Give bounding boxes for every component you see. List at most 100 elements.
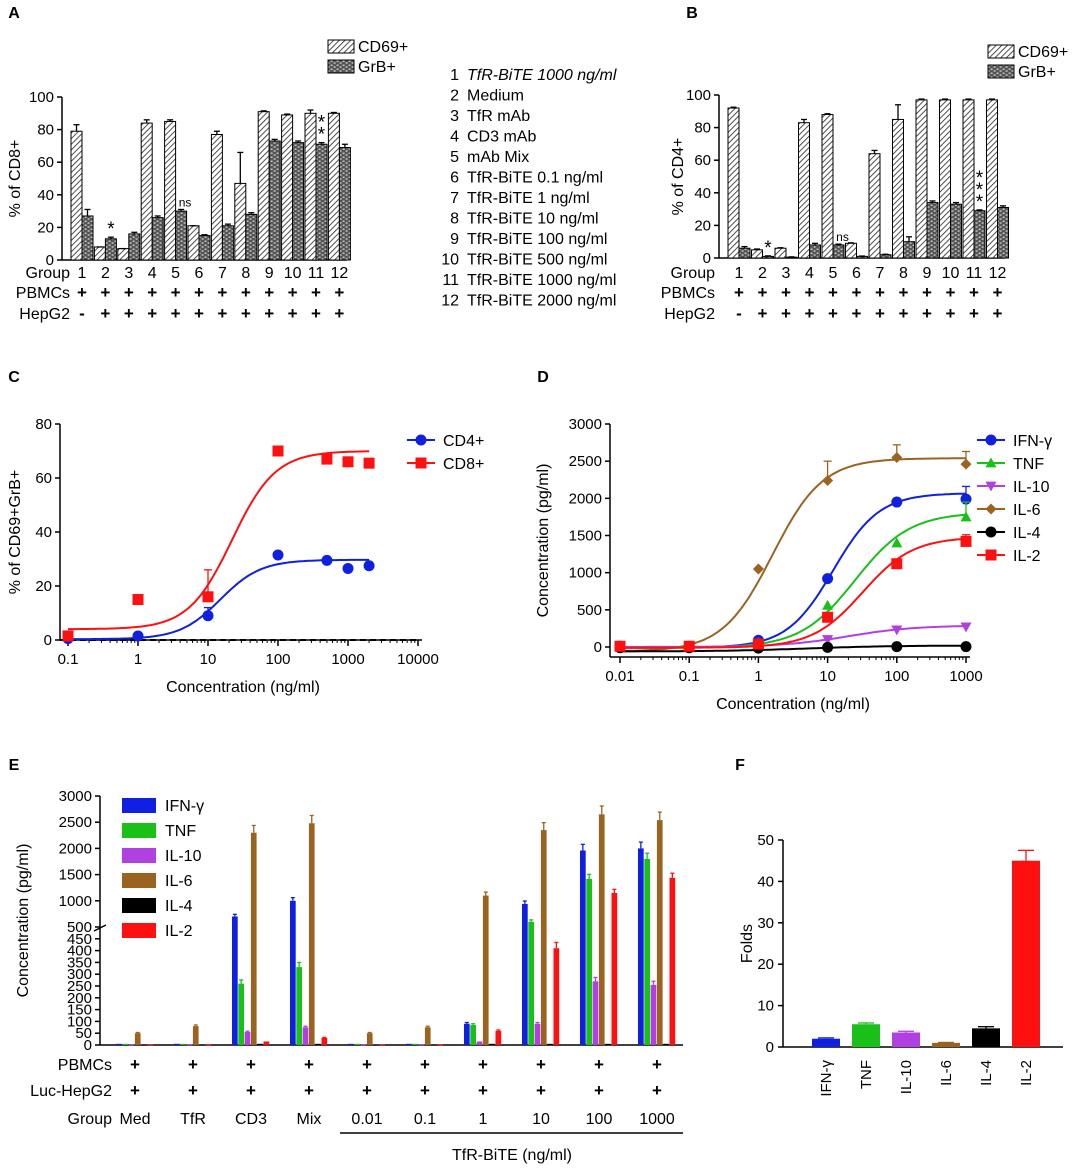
panel-label-C: C [8,369,20,386]
annotation-ns: ns [179,195,192,209]
bar-IFN-γ-0.1 [406,1043,412,1045]
y-tick-label: 40 [35,524,52,541]
group-number: 4 [148,265,157,282]
group-number: 10 [942,265,960,282]
row-label-pbmcs: PBMCs [16,285,70,302]
luc-hepg2-sign: + [130,1081,140,1100]
hepg2-sign: + [124,304,134,323]
pbmcs-sign: + [899,283,909,302]
group-key-number: 11 [442,272,459,289]
data-point-IL-6 [752,563,764,575]
pbmcs-sign: + [652,1055,662,1074]
bar-CD69-group-5 [821,114,834,259]
bar-GrB-group-1 [81,215,94,261]
row-label-group: Group [671,265,716,282]
hepg2-sign: + [311,304,321,323]
hepg2-sign: + [217,304,227,323]
legend-swatch-IL-10 [122,848,156,863]
group-key-number: 1 [450,67,459,84]
x-tick-label: 100 [265,651,290,668]
bar-IL-10-Med [128,1044,135,1046]
annotation-star: * [764,238,772,259]
pbmcs-sign: + [246,1055,256,1074]
y-tick-label: 80 [37,122,54,139]
pbmcs-sign: + [171,283,181,302]
hepg2-sign: + [758,304,768,323]
luc-hepg2-sign: + [362,1081,372,1100]
hepg2-sign: + [969,304,979,323]
pbmcs-sign: + [288,283,298,302]
data-point-IL-2 [822,611,834,623]
bar-IFN-γ-100 [580,850,586,1045]
luc-hepg2-sign: + [246,1081,256,1100]
bar-IL-10-1000 [650,984,657,1045]
annotation-star: * [976,168,984,189]
legend-label-IL-2: IL-2 [165,923,193,940]
group-number: 6 [852,265,861,282]
legend-label-IL-10: IL-10 [1013,479,1050,496]
y-tick-label: 40 [37,187,54,204]
bar-IL-10-0.1 [418,1044,425,1046]
legend-label-IFN-γ: IFN-γ [165,798,204,815]
group-key-label: TfR mAb [467,108,530,125]
pbmcs-sign: + [805,283,815,302]
y-axis-label: % of CD4+ [670,138,687,216]
legend-swatch-GrB [987,64,1015,79]
x-tick-label: 1000 [331,651,364,668]
hepg2-sign: - [79,304,85,323]
pbmcs-sign: + [875,283,885,302]
group-label: 10 [532,1111,550,1128]
group-label: Mix [297,1111,322,1128]
pbmcs-sign: + [758,283,768,302]
pbmcs-sign: + [100,283,110,302]
hepg2-sign: + [241,304,251,323]
legend-label-IL-6: IL-6 [1013,502,1041,519]
bar-GrB-group-10 [950,203,962,259]
pbmcs-sign: + [852,283,862,302]
bar-GrB-group-9 [926,202,939,259]
annotation-star: * [318,125,326,146]
pbmcs-sign: + [264,283,274,302]
data-point-CD8+ [321,453,333,465]
hepg2-sign: + [993,304,1003,323]
bar-IL-6 [932,1042,960,1047]
row-label-group: Group [68,1111,113,1128]
bar-IL-6-CD3 [250,832,257,1045]
bar-GrB-group-5 [832,244,845,259]
group-number: 1 [735,265,744,282]
bar-GrB-group-2 [104,238,117,261]
y-tick-label: 30 [757,915,774,932]
group-key-number: 4 [450,129,459,146]
bar-CD69-group-1 [727,107,740,259]
data-point-CD8+ [132,594,144,605]
annotation-star: * [976,192,984,213]
bar-TNF-Mix [296,967,302,1045]
y-tick-label: 400 [67,943,92,960]
data-point-CD8+ [202,591,214,603]
legend-label-CD69: CD69+ [358,39,408,56]
bar-TNF-1000 [644,858,650,1045]
bar-CD69-group-12 [986,99,998,259]
y-tick-label: 20 [694,217,711,234]
group-key-number: 7 [450,190,459,207]
bar-CD69-group-8 [892,118,904,259]
luc-hepg2-sign: + [536,1081,546,1100]
y-tick-label: 40 [694,185,711,202]
bar-GrB-group-8 [245,213,258,261]
group-number: 3 [124,265,133,282]
y-tick-label: 0 [766,1039,774,1056]
group-number: 11 [308,265,325,282]
y-tick-label: 3000 [59,788,92,805]
pbmcs-sign: + [362,1055,372,1074]
pbmcs-sign: + [147,283,157,302]
pbmcs-sign: + [828,283,838,302]
group-key-label: TfR-BiTE 1000 ng/ml [467,272,616,289]
bar-IL-2-0.1 [437,1044,444,1046]
group-key-label: mAb Mix [467,149,529,166]
fit-curve-IL-2 [620,537,967,649]
bar-GrB-group-3 [128,233,141,261]
bar-GrB-group-7 [221,225,234,261]
bar-GrB-group-5 [175,210,188,261]
group-key-label: Medium [467,88,524,105]
bar-CD69-group-6 [845,242,857,259]
